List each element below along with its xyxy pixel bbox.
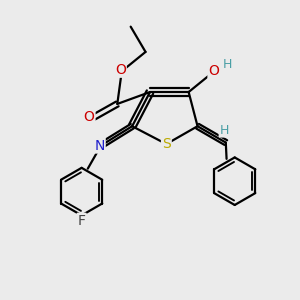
Text: F: F (78, 214, 86, 228)
Text: N: N (94, 139, 105, 152)
Text: H: H (223, 58, 232, 71)
Text: H: H (220, 124, 229, 136)
Text: O: O (115, 63, 126, 77)
Text: O: O (84, 110, 94, 124)
Text: S: S (162, 137, 171, 151)
Text: O: O (208, 64, 219, 78)
